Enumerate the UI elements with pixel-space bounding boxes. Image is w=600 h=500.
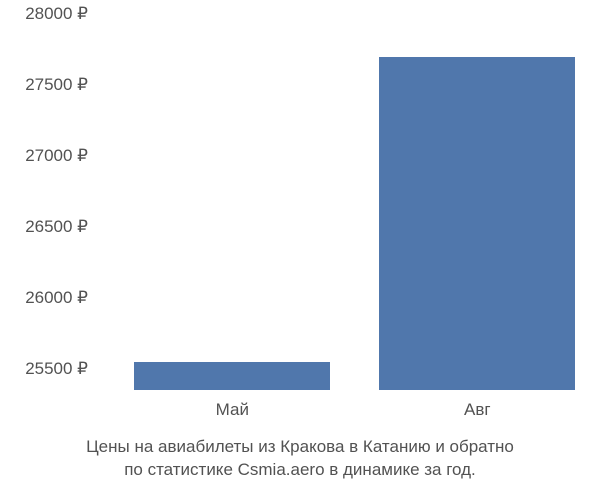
y-tick-label: 26000 ₽: [25, 288, 100, 308]
x-tick-label: Май: [216, 390, 249, 420]
chart-caption: Цены на авиабилеты из Кракова в Катанию …: [0, 436, 600, 482]
x-tick-label: Авг: [464, 390, 491, 420]
y-tick-label: 26500 ₽: [25, 217, 100, 237]
y-tick-label: 27000 ₽: [25, 146, 100, 166]
y-tick-label: 27500 ₽: [25, 75, 100, 95]
price-bar-chart: 25500 ₽ 26000 ₽ 26500 ₽ 27000 ₽ 27500 ₽ 28000…: [0, 0, 600, 500]
y-tick-label: 25500 ₽: [25, 359, 100, 379]
caption-line: Цены на авиабилеты из Кракова в Катанию …: [12, 436, 588, 459]
y-tick-label: 28000 ₽: [25, 4, 100, 24]
bar: [379, 57, 575, 390]
plot-area: 25500 ₽26000 ₽26500 ₽27000 ₽27500 ₽28000…: [100, 14, 590, 390]
bar: [134, 362, 330, 390]
caption-line: по статистике Csmia.aero в динамике за г…: [12, 459, 588, 482]
